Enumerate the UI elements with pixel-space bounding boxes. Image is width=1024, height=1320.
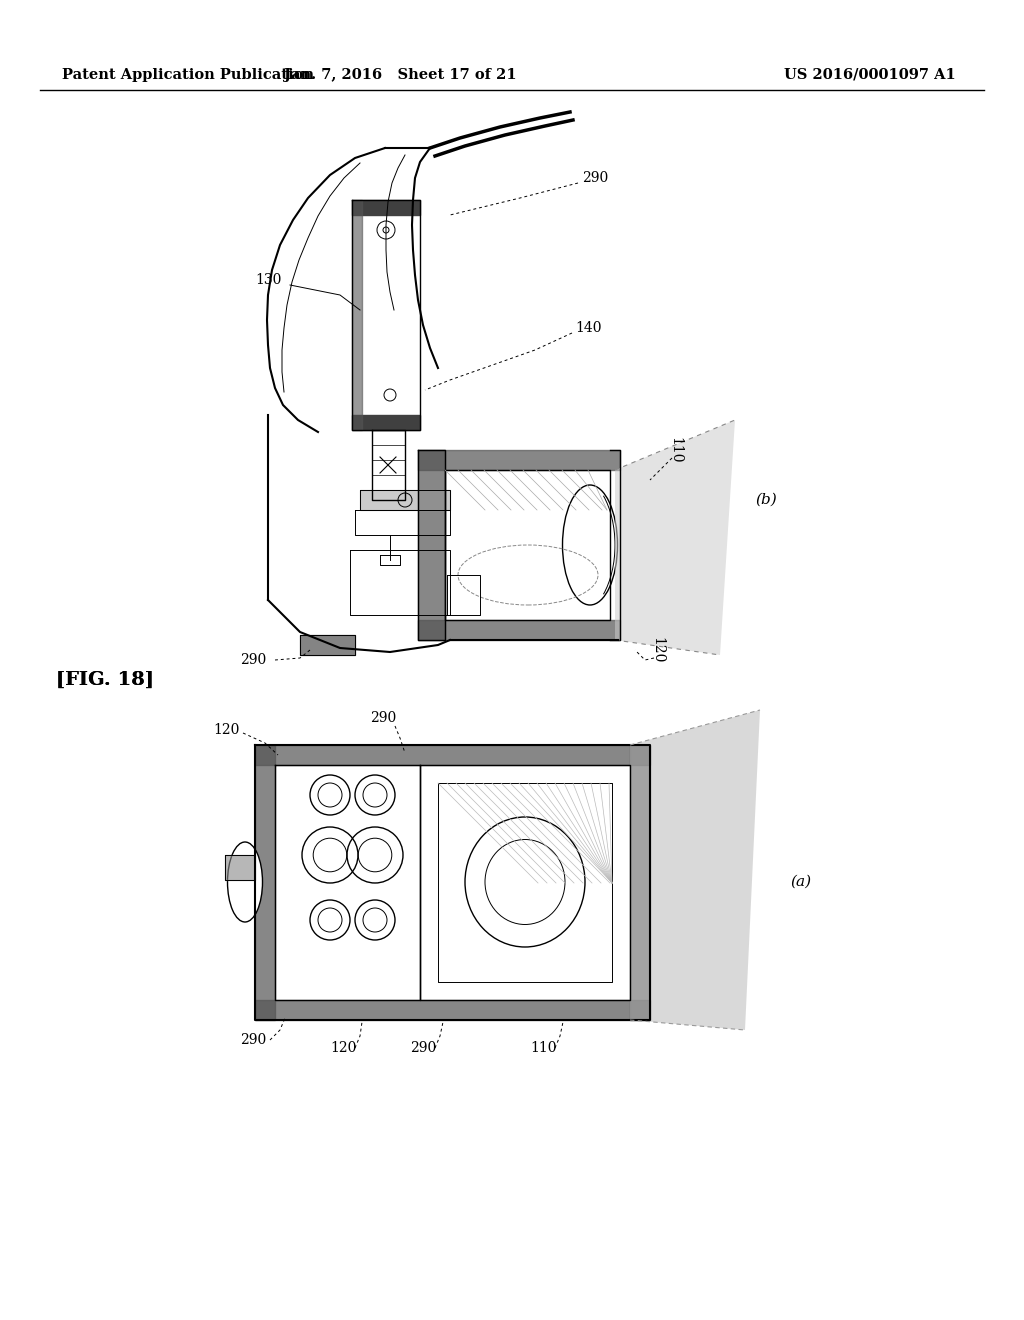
- Text: 290: 290: [240, 653, 266, 667]
- Text: Jan. 7, 2016   Sheet 17 of 21: Jan. 7, 2016 Sheet 17 of 21: [284, 69, 516, 82]
- Text: 120: 120: [214, 723, 240, 737]
- Text: 130: 130: [255, 273, 282, 286]
- Polygon shape: [630, 744, 650, 1020]
- Text: 290: 290: [240, 1034, 266, 1047]
- Polygon shape: [352, 201, 362, 430]
- Polygon shape: [255, 744, 275, 1020]
- Polygon shape: [352, 414, 420, 430]
- Polygon shape: [615, 420, 735, 655]
- Polygon shape: [418, 450, 620, 470]
- Polygon shape: [418, 450, 445, 640]
- Ellipse shape: [227, 842, 262, 921]
- Text: 110: 110: [530, 1041, 556, 1055]
- Text: 290: 290: [370, 711, 396, 725]
- Text: [FIG. 18]: [FIG. 18]: [56, 671, 154, 689]
- Polygon shape: [300, 635, 355, 655]
- Text: 290: 290: [410, 1041, 436, 1055]
- Text: 140: 140: [575, 321, 601, 335]
- Text: 110: 110: [668, 437, 682, 463]
- Polygon shape: [418, 620, 620, 640]
- Text: [FIG. 18]: [FIG. 18]: [56, 671, 154, 689]
- Polygon shape: [360, 490, 450, 510]
- Polygon shape: [255, 744, 650, 766]
- Text: Patent Application Publication: Patent Application Publication: [62, 69, 314, 82]
- Text: 120: 120: [650, 636, 664, 663]
- Text: 290: 290: [582, 172, 608, 185]
- Polygon shape: [352, 201, 420, 215]
- Text: US 2016/0001097 A1: US 2016/0001097 A1: [784, 69, 955, 82]
- Ellipse shape: [465, 817, 585, 946]
- Text: (a): (a): [790, 875, 811, 888]
- Polygon shape: [225, 855, 255, 880]
- Polygon shape: [255, 1001, 650, 1020]
- Polygon shape: [630, 710, 760, 1030]
- Text: (b): (b): [755, 492, 777, 507]
- Text: 120: 120: [330, 1041, 356, 1055]
